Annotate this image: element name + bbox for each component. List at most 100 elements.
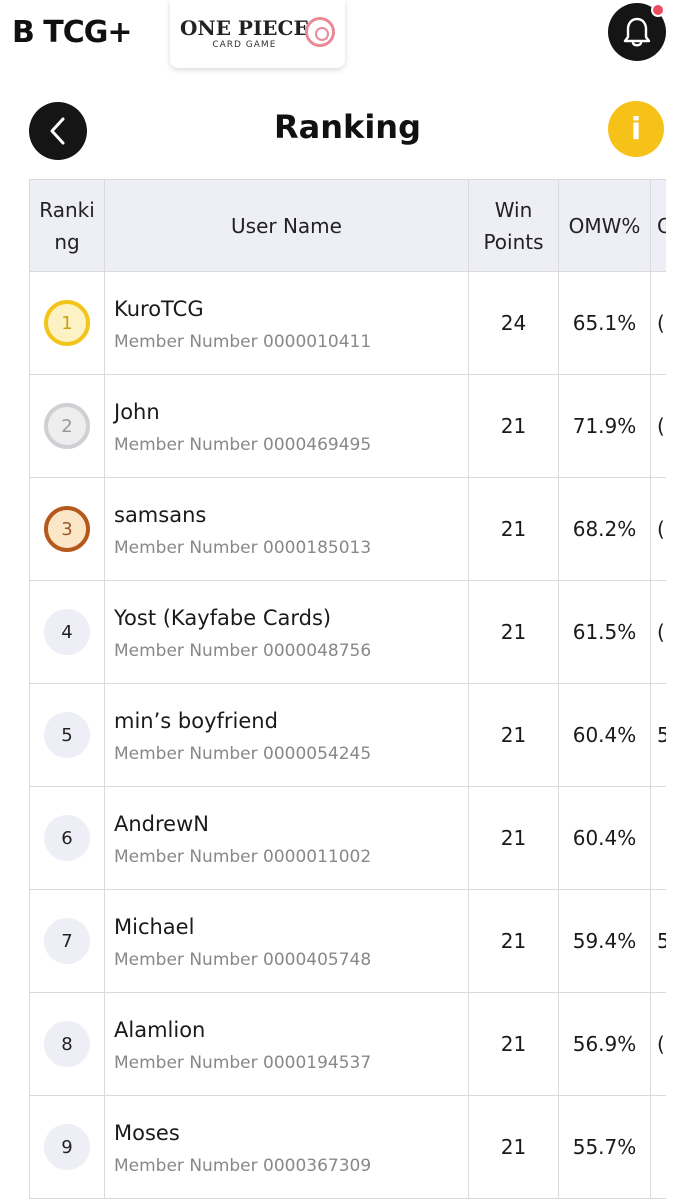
omw-cell: 56.9% [558, 992, 651, 1096]
member-number: Member Number 0000405748 [114, 950, 372, 970]
brand-logo[interactable]: B TCG+ [12, 12, 133, 52]
member-number: Member Number 0000185013 [114, 538, 372, 558]
notification-badge [651, 3, 665, 17]
rank-badge: 5 [44, 712, 90, 758]
win-points-cell: 21 [468, 477, 559, 581]
user-cell: min’s boyfriend Member Number 0000054245 [104, 683, 469, 787]
next-column-cell: 5 [650, 889, 666, 993]
table-row[interactable]: 9 Moses Member Number 0000367309 21 55.7% [29, 1095, 666, 1199]
user-name: min’s boyfriend [114, 709, 278, 733]
rank-cell: 6 [29, 786, 105, 890]
next-column-cell [650, 786, 666, 890]
table-row[interactable]: 2 John Member Number 0000469495 21 71.9%( [29, 374, 666, 478]
member-number: Member Number 0000054245 [114, 744, 372, 764]
next-column-cell: ( [650, 992, 666, 1096]
table-row[interactable]: 4 Yost (Kayfabe Cards) Member Number 00000… [29, 580, 666, 684]
rank-cell: 3 [29, 477, 105, 581]
game-logo: ONE PIECE CARD GAME [180, 18, 309, 50]
rank-cell: 5 [29, 683, 105, 787]
back-button[interactable] [29, 102, 87, 160]
member-number: Member Number 0000194537 [114, 1053, 372, 1073]
game-logo-card[interactable]: ONE PIECE CARD GAME [170, 0, 345, 68]
table-row[interactable]: 3 samsans Member Number 0000185013 21 68.2%( [29, 477, 666, 581]
win-points-cell: 21 [468, 580, 559, 684]
ranking-table: Ranki ng User Name Win Points OMW% O 1 Ku… [29, 179, 666, 1199]
user-name: KuroTCG [114, 297, 204, 321]
member-number: Member Number 0000367309 [114, 1156, 372, 1176]
user-name: samsans [114, 503, 207, 527]
user-cell: Michael Member Number 0000405748 [104, 889, 469, 993]
game-emblem-icon [305, 17, 335, 47]
member-number: Member Number 0000011002 [114, 847, 372, 867]
member-number: Member Number 0000048756 [114, 641, 372, 661]
user-name: Alamlion [114, 1018, 206, 1042]
rank-cell: 7 [29, 889, 105, 993]
rank-badge: 4 [44, 609, 90, 655]
user-name: Moses [114, 1121, 180, 1145]
rank-badge: 6 [44, 815, 90, 861]
table-header-row: Ranki ng User Name Win Points OMW% O [29, 179, 666, 272]
rank-badge: 2 [44, 403, 90, 449]
rank-badge: 7 [44, 918, 90, 964]
info-icon: i [630, 111, 642, 147]
omw-cell: 68.2% [558, 477, 651, 581]
user-cell: samsans Member Number 0000185013 [104, 477, 469, 581]
bell-icon [623, 17, 651, 47]
omw-cell: 71.9% [558, 374, 651, 478]
info-button[interactable]: i [608, 101, 664, 157]
rank-cell: 8 [29, 992, 105, 1096]
user-cell: Moses Member Number 0000367309 [104, 1095, 469, 1199]
table-row[interactable]: 1 KuroTCG Member Number 0000010411 24 65.1%( [29, 271, 666, 375]
next-column-cell: ( [650, 271, 666, 375]
rank-badge: 8 [44, 1021, 90, 1067]
rank-cell: 2 [29, 374, 105, 478]
win-points-cell: 21 [468, 992, 559, 1096]
win-points-cell: 21 [468, 374, 559, 478]
next-column-cell: ( [650, 374, 666, 478]
table-row[interactable]: 6 AndrewN Member Number 0000011002 21 60.4% [29, 786, 666, 890]
user-cell: KuroTCG Member Number 0000010411 [104, 271, 469, 375]
omw-cell: 60.4% [558, 683, 651, 787]
rank-cell: 9 [29, 1095, 105, 1199]
user-cell: John Member Number 0000469495 [104, 374, 469, 478]
win-points-cell: 21 [468, 683, 559, 787]
column-header-user-name: User Name [104, 179, 469, 272]
ranking-table-container[interactable]: Ranki ng User Name Win Points OMW% O 1 Ku… [29, 179, 666, 1200]
omw-cell: 55.7% [558, 1095, 651, 1199]
next-column-cell: 5 [650, 683, 666, 787]
win-points-cell: 21 [468, 786, 559, 890]
win-points-cell: 21 [468, 1095, 559, 1199]
column-header-omw: OMW% [558, 179, 651, 272]
game-subtitle: CARD GAME [212, 40, 277, 50]
brand-logo-text: B TCG+ [12, 14, 133, 50]
user-name: AndrewN [114, 812, 209, 836]
next-column-cell: ( [650, 580, 666, 684]
column-header-win-points: Win Points [468, 179, 559, 272]
chevron-left-icon [50, 117, 65, 145]
column-header-next: O [650, 179, 666, 272]
next-column-cell [650, 1095, 666, 1199]
rank-badge: 3 [44, 506, 90, 552]
omw-cell: 65.1% [558, 271, 651, 375]
next-column-cell: ( [650, 477, 666, 581]
game-title: ONE PIECE [180, 16, 309, 40]
omw-cell: 59.4% [558, 889, 651, 993]
table-row[interactable]: 5 min’s boyfriend Member Number 0000054245… [29, 683, 666, 787]
top-bar: B TCG+ ONE PIECE CARD GAME [0, 0, 695, 70]
user-cell: Alamlion Member Number 0000194537 [104, 992, 469, 1096]
rank-badge: 9 [44, 1124, 90, 1170]
user-name: John [114, 400, 160, 424]
user-name: Yost (Kayfabe Cards) [114, 606, 332, 630]
rank-cell: 1 [29, 271, 105, 375]
member-number: Member Number 0000469495 [114, 435, 372, 455]
column-header-ranking: Ranki ng [29, 179, 105, 272]
rank-badge: 1 [44, 300, 90, 346]
table-row[interactable]: 8 Alamlion Member Number 0000194537 21 56.9%… [29, 992, 666, 1096]
win-points-cell: 21 [468, 889, 559, 993]
member-number: Member Number 0000010411 [114, 332, 372, 352]
user-cell: AndrewN Member Number 0000011002 [104, 786, 469, 890]
page-title: Ranking [274, 108, 421, 146]
user-cell: Yost (Kayfabe Cards) Member Number 000004… [104, 580, 469, 684]
omw-cell: 61.5% [558, 580, 651, 684]
